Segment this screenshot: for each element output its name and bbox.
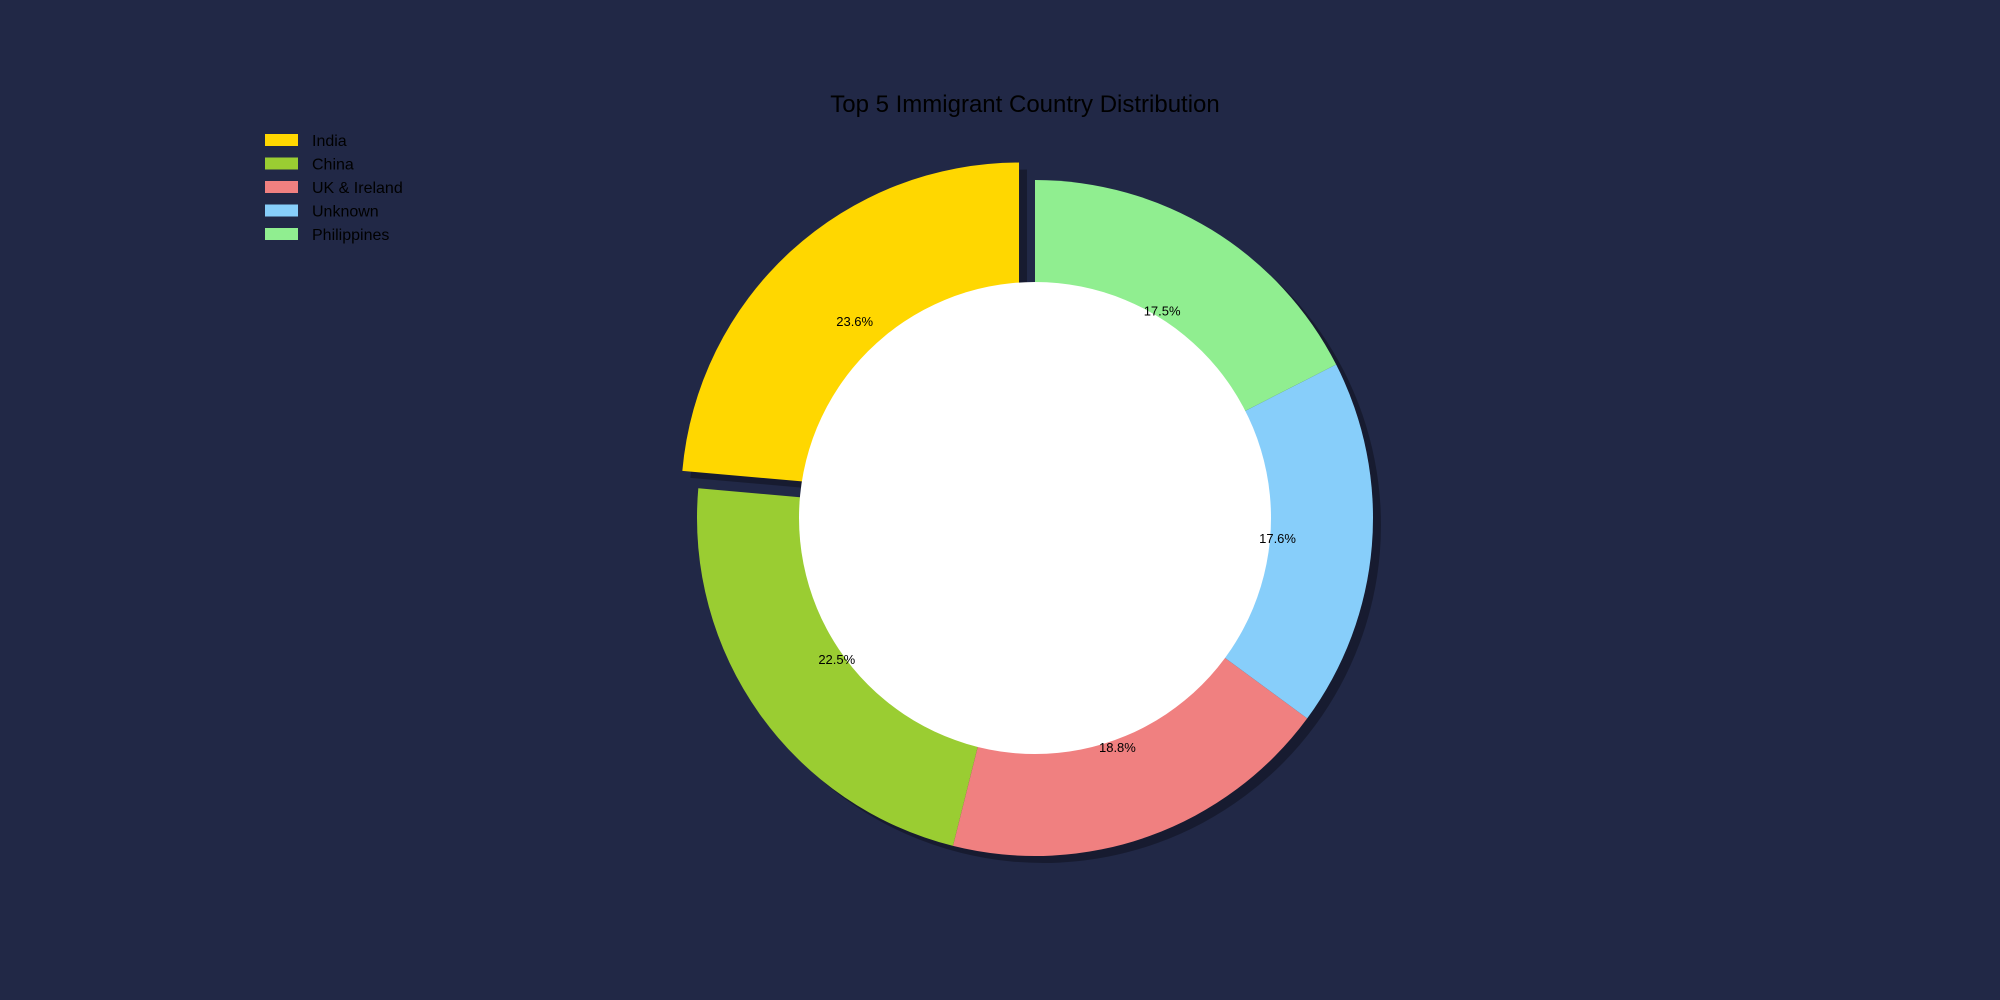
legend-swatch-india [265, 134, 298, 146]
legend-label-unknown: Unknown [312, 204, 379, 221]
legend-swatch-uk-and-ireland [265, 181, 298, 193]
donut-center-hole [799, 282, 1271, 754]
pct-label-philippines: 17.5% [1144, 304, 1181, 319]
pct-label-india: 23.6% [836, 314, 873, 329]
legend-label-philippines: Philippines [312, 227, 389, 244]
legend: India China UK & Ireland Unknown Philippines [265, 133, 403, 244]
pct-label-unknown: 17.6% [1259, 531, 1296, 546]
legend-label-uk-and-ireland: UK & Ireland [312, 180, 403, 197]
chart-title: Top 5 Immigrant Country Distribution [830, 91, 1219, 118]
legend-swatch-philippines [265, 228, 298, 240]
pct-label-uk-and-ireland: 18.8% [1099, 740, 1136, 755]
percentage-labels: 23.6% 22.5% 18.8% 17.6% 17.5% [818, 304, 1296, 755]
pct-label-china: 22.5% [818, 652, 855, 667]
legend-label-china: China [312, 157, 354, 174]
legend-label-india: India [312, 133, 347, 150]
legend-swatch-china [265, 157, 298, 170]
legend-swatch-unknown [265, 204, 298, 217]
